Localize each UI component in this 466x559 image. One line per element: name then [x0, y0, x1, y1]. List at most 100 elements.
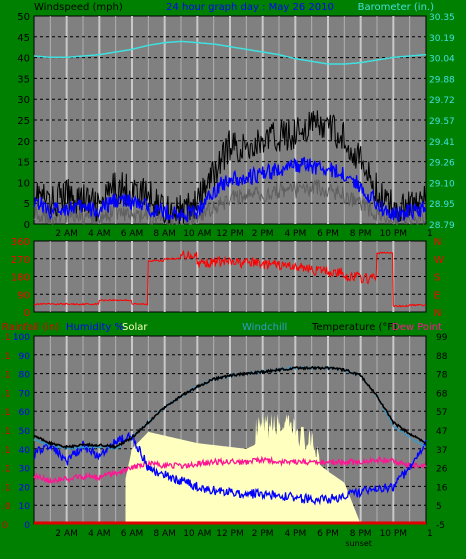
compass-tick-label: S	[434, 273, 440, 284]
x-tick-label: 8 PM	[350, 529, 372, 539]
humidity-tick-label: 10	[19, 502, 31, 512]
wind-tick-label: 10	[17, 178, 30, 189]
rain-tick-label: .1	[2, 333, 11, 343]
humidity-tick-label: 60	[19, 408, 31, 418]
rain-tick-label: .1	[2, 427, 11, 437]
wind-tick-label: 30	[17, 95, 30, 106]
humidity-legend: Humidity %	[66, 322, 124, 333]
direction-tick-label: 360	[11, 237, 30, 248]
temperature-tick-label: 47	[436, 427, 447, 437]
wind-direction-line	[33, 250, 427, 308]
x-tick-label: 6 AM	[121, 229, 144, 239]
rain-tick-label: .1	[2, 483, 11, 493]
rain-tick-label: .1	[2, 465, 11, 475]
temperature-tick-label: 16	[436, 483, 448, 493]
dewpoint-legend: Dew Point	[392, 322, 442, 333]
temperature-tick-label: 5	[436, 502, 442, 512]
x-tick-label: 8 AM	[153, 529, 176, 539]
rainfall-legend: Rainfall (in)	[2, 322, 59, 333]
rain-tick-label: .1	[2, 446, 11, 456]
temperature-tick-label: 57	[436, 408, 447, 418]
x-end-tick: 1	[427, 229, 433, 239]
direction-tick-label: 180	[11, 273, 30, 284]
barometer-tick-label: 29.41	[429, 138, 455, 148]
gust-line	[33, 110, 427, 225]
x-tick-label: 10 AM	[183, 529, 211, 539]
x-end-tick: 1	[427, 529, 433, 539]
rain-tick-label: .1	[2, 352, 11, 362]
rain-tick-label: .1	[2, 408, 11, 418]
wind-tick-label: 50	[17, 12, 30, 23]
humidity-tick-label: 30	[19, 465, 31, 475]
barometer-tick-label: 29.72	[429, 96, 455, 106]
barometer-tick-label: 28.79	[429, 221, 455, 231]
barometer-title: Barometer (in.)	[358, 2, 434, 13]
x-tick-label: 4 PM	[284, 529, 306, 539]
x-tick-label: 6 PM	[317, 529, 339, 539]
x-tick-label: 12 PM	[216, 529, 244, 539]
temperature-tick-label: 88	[436, 352, 448, 362]
temperature-tick-label: 37	[436, 446, 447, 456]
humidity-line	[33, 431, 427, 506]
low-wind-line	[33, 179, 427, 226]
temperature-tick-label: 78	[436, 371, 448, 381]
barometer-tick-label: 30.04	[429, 55, 455, 65]
temperature-tick-label: 26	[436, 465, 448, 475]
humidity-tick-label: 20	[19, 483, 31, 493]
compass-tick-label: E	[434, 290, 440, 301]
sunset-label: sunset	[345, 539, 372, 548]
direction-tick-label: 0	[24, 308, 30, 319]
humidity-tick-label: 80	[19, 371, 31, 381]
wind-tick-label: 5	[24, 199, 30, 210]
windspeed-title: Windspeed (mph)	[34, 2, 123, 13]
temperature-tick-label: 99	[436, 333, 448, 343]
wind-tick-label: 20	[17, 137, 30, 148]
x-tick-label: 2 AM	[55, 229, 78, 239]
x-tick-label: 10 AM	[183, 229, 211, 239]
barometer-tick-label: 29.88	[429, 75, 455, 85]
x-tick-label: 4 AM	[88, 529, 111, 539]
temperature-legend: Temperature (°F)	[311, 322, 397, 333]
x-tick-label: 2 PM	[252, 229, 274, 239]
wind-tick-label: 15	[17, 158, 30, 169]
wind-tick-label: 0	[24, 220, 30, 231]
compass-tick-label: W	[434, 255, 444, 266]
rain-tick-label: .1	[2, 371, 11, 381]
x-tick-label: 2 PM	[252, 529, 274, 539]
windchill-legend: Windchill	[242, 322, 287, 333]
barometer-tick-label: 29.57	[429, 117, 455, 127]
barometer-line	[33, 40, 427, 65]
x-tick-label: 6 AM	[121, 529, 144, 539]
x-tick-label: 4 PM	[284, 229, 306, 239]
temperature-tick-label: 68	[436, 389, 448, 399]
wind-tick-label: 45	[17, 33, 30, 44]
barometer-tick-label: 28.95	[429, 200, 455, 210]
humidity-tick-label: 70	[19, 389, 31, 399]
humidity-tick-label: 0	[24, 521, 30, 531]
x-tick-label: 12 PM	[216, 229, 244, 239]
barometer-tick-label: 30.35	[429, 13, 455, 23]
wind-tick-label: 40	[17, 54, 30, 65]
barometer-tick-label: 30.19	[429, 34, 455, 44]
direction-tick-label: 90	[17, 290, 30, 301]
x-tick-label: 8 PM	[350, 229, 372, 239]
dewpoint-line	[33, 455, 427, 484]
rain-tick-label: 0	[2, 521, 8, 531]
rain-tick-label: .1	[2, 389, 11, 399]
humidity-tick-label: 100	[13, 333, 30, 343]
x-tick-label: 2 AM	[55, 529, 78, 539]
temperature-line	[33, 365, 427, 450]
barometer-tick-label: 29.26	[429, 159, 455, 169]
x-tick-label: 4 AM	[88, 229, 111, 239]
compass-tick-label: N	[434, 308, 441, 319]
x-tick-label: 8 AM	[153, 229, 176, 239]
humidity-tick-label: 50	[19, 427, 31, 437]
x-tick-label: 10 PM	[380, 529, 408, 539]
graph-day-title: 24 hour graph day : May 26 2010	[166, 2, 334, 13]
solar-legend: Solar	[122, 322, 148, 333]
wind-tick-label: 25	[17, 116, 30, 127]
temperature-tick-label: -5	[436, 521, 445, 531]
barometer-tick-label: 29.10	[429, 179, 455, 189]
direction-tick-label: 270	[11, 255, 30, 266]
